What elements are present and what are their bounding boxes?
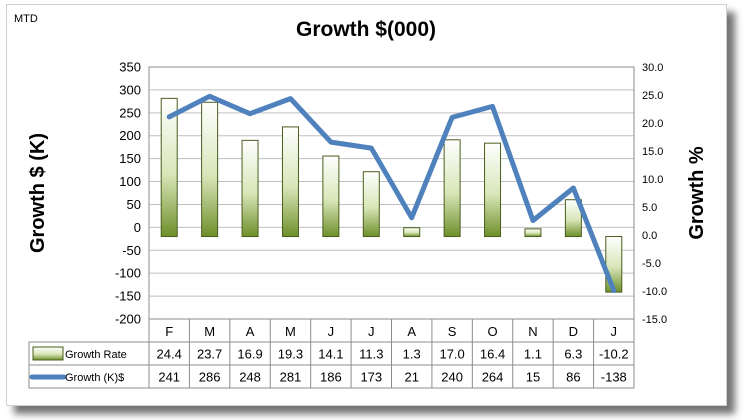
y-tick-label: 0 [134,220,141,235]
y-tick-label: 350 [119,60,141,75]
x-category-label: M [285,324,296,339]
line-growth-k [166,93,617,294]
bar-growth-rate [443,139,461,238]
y-tick-label: 50 [127,197,141,212]
line-series [166,93,617,294]
plot-area [148,66,635,320]
legend-label-growth-k: Growth (K)$ [65,372,124,384]
legend-label-growth-rate: Growth Rate [65,349,127,361]
table-cell-growth-k: 240 [441,370,463,385]
y2-tick-label: 30.0 [642,62,663,74]
y-tick-label: 100 [119,174,141,189]
bar-growth-rate [524,228,542,238]
y-tick-label: -200 [115,312,141,327]
chart-title: Growth $(000) [296,18,436,41]
x-category-label: A [407,324,416,339]
table-cell-growth-k: 286 [199,370,221,385]
y-tick-label: 200 [119,128,141,143]
y2-tick-label: 0.0 [642,230,657,242]
table-cell-growth-k: 86 [566,370,580,385]
y2-tick-label: 25.0 [642,90,663,102]
table-cell-growth-k: 264 [482,370,504,385]
bar-growth-rate [362,171,380,238]
y2-tick-label: 10.0 [642,174,663,186]
table-cell-growth-k: 21 [404,370,418,385]
table-cell-growth-k: 173 [360,370,382,385]
x-category-label: M [204,324,215,339]
x-category-label: A [246,324,255,339]
y-tick-label: 150 [119,151,141,166]
x-category-label: O [487,324,497,339]
table-cell-growth-rate: 14.1 [318,347,343,362]
legend-key-growth-rate [32,346,64,361]
table-cell-growth-rate: 1.1 [524,347,542,362]
y2-tick-label: -5.0 [642,258,661,270]
y-tick-label: -150 [115,289,141,304]
table-cell-growth-k: 241 [158,370,180,385]
y2-tick-label: 15.0 [642,146,663,158]
data-table: F M A M J J A S O N D J Growth Rate Growth (K)$ 24.4 23… [28,318,635,389]
y2-tick-label: 20.0 [642,118,663,130]
y-tick-label: -50 [122,243,141,258]
y2-tick-label: 5.0 [642,202,657,214]
table-cell-growth-rate: 24.4 [157,347,182,362]
bar-growth-rate [160,97,178,238]
bar-growth-rate [281,126,299,238]
table-cell-growth-rate: 23.7 [197,347,222,362]
y2-tick-label: -10.0 [642,286,667,298]
x-category-label: J [611,324,618,339]
x-category-label: J [368,324,375,339]
y-tick-label: 250 [119,105,141,120]
table-cell-growth-k: 248 [239,370,261,385]
x-category-label: J [328,324,335,339]
table-cell-growth-k: 15 [526,370,540,385]
mtd-label: MTD [14,13,38,25]
y-axis-title: Growth $ (K) [27,133,49,253]
table-cell-growth-rate: 16.9 [237,347,262,362]
table-cell-growth-rate: 19.3 [278,347,303,362]
bar-growth-rate [484,142,502,238]
y-tick-label: -100 [115,266,141,281]
bar-growth-rate [564,199,582,238]
table-cell-growth-rate: 16.4 [480,347,505,362]
table-cell-growth-rate: 1.3 [403,347,421,362]
x-category-label: S [448,324,457,339]
table-cell-growth-k: 186 [320,370,342,385]
bars [160,97,623,293]
table-cell-growth-rate: -10.2 [599,347,629,362]
y2-axis-title: Growth % [686,146,708,240]
x-category-label: D [569,324,578,339]
table-cell-growth-rate: 11.3 [359,347,383,362]
bar-growth-rate [241,139,259,238]
gridlines [149,66,634,320]
y-tick-label: 300 [119,82,141,97]
x-category-label: F [165,324,173,339]
x-category-label: N [528,324,537,339]
table-cell-growth-rate: 17.0 [439,347,464,362]
table-cell-growth-rate: 6.3 [564,347,582,362]
table-cell-growth-k: -138 [601,370,627,385]
bar-growth-rate [201,101,219,238]
y2-tick-label: -15.0 [642,314,667,326]
bar-growth-rate [322,155,340,238]
table-cell-growth-k: 281 [280,370,302,385]
axes: 350 300 250 200 150 100 50 0 -50 -100 -150 -200 30.0… [115,60,667,327]
bar-growth-rate [403,227,421,238]
